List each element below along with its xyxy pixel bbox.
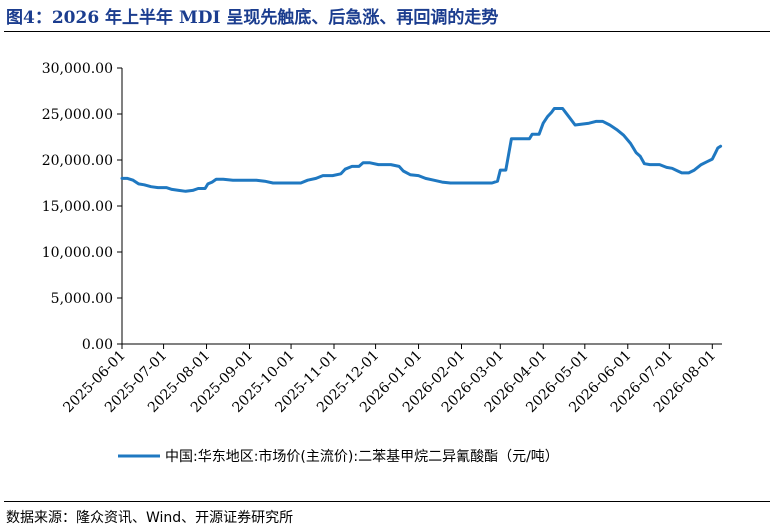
- y-tick-label: 5,000.00: [51, 291, 113, 307]
- plot-area: [120, 107, 723, 193]
- y-tick-label: 0.00: [82, 337, 113, 353]
- footer-divider: [4, 501, 770, 502]
- x-axis: 2025-06-012025-07-012025-08-012025-09-01…: [60, 343, 722, 416]
- source-note: 数据来源：隆众资讯、Wind、开源证券研究所: [6, 510, 294, 526]
- y-tick-label: 10,000.00: [42, 245, 113, 261]
- legend: 中国:华东地区:市场价(主流价):二苯基甲烷二异氰酸酯（元/吨）: [118, 448, 559, 465]
- y-tick-label: 20,000.00: [42, 153, 113, 169]
- legend-label: 中国:华东地区:市场价(主流价):二苯基甲烷二异氰酸酯（元/吨）: [165, 448, 559, 465]
- y-axis: 0.00 5,000.00 10,000.00 15,000.00 20,000.00 2…: [42, 61, 123, 353]
- title-divider: [4, 31, 770, 32]
- series-line: [120, 107, 723, 193]
- figure-title: 图4：2026 年上半年 MDI 呈现先触底、后急涨、再回调的走势: [6, 8, 499, 28]
- y-tick-label: 15,000.00: [42, 199, 113, 215]
- y-tick-label: 30,000.00: [42, 61, 113, 77]
- line-chart: 0.00 5,000.00 10,000.00 15,000.00 20,000.00 2…: [42, 61, 723, 465]
- y-tick-label: 25,000.00: [42, 107, 113, 123]
